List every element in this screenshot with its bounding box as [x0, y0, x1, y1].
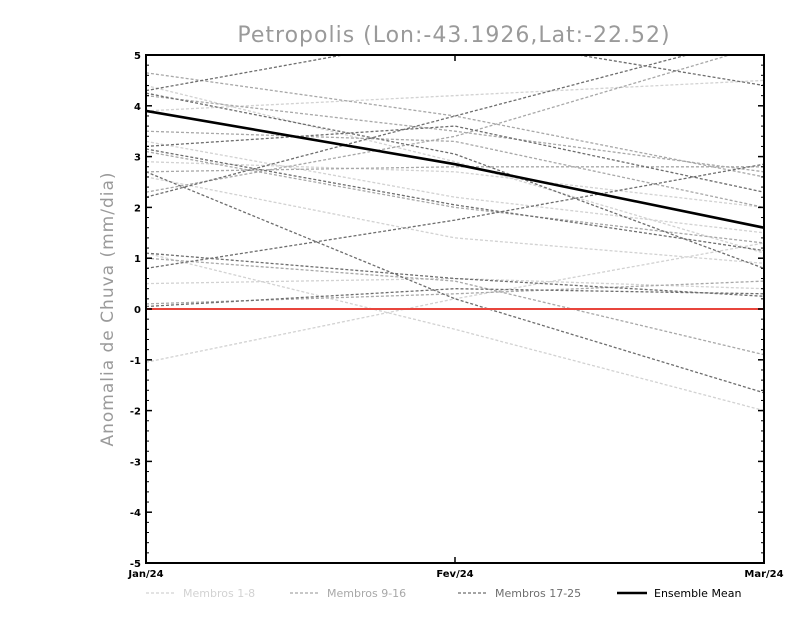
legend-label: Membros 1-8 — [183, 587, 255, 600]
y-tick-label: -5 — [130, 559, 141, 570]
legend-label: Membros 9-16 — [327, 587, 406, 600]
y-tick-label: 0 — [134, 305, 141, 316]
member-line-g3-1 — [146, 55, 764, 92]
y-axis-label: Anomalia de Chuva (mm/dia) — [98, 171, 118, 446]
y-tick-label: 1 — [134, 254, 141, 265]
legend-label: Membros 17-25 — [495, 587, 581, 600]
y-tick-label: 2 — [134, 203, 141, 214]
member-line-g3-3 — [146, 148, 764, 252]
x-axis: Jan/24 Fev/24 Mar/24 — [127, 55, 784, 580]
member-line-g3-6 — [146, 288, 764, 308]
chart-title: Petropolis (Lon:-43.1926,Lat:-22.52) — [237, 23, 670, 48]
y-tick-label: -3 — [130, 457, 141, 468]
x-tick-label: Fev/24 — [436, 569, 473, 580]
member-line-g1-4 — [146, 252, 764, 412]
x-tick-label: Mar/24 — [744, 569, 783, 580]
member-line-g2-2 — [146, 150, 764, 244]
y-tick-label: -1 — [130, 356, 141, 367]
member-line-g2-6 — [146, 130, 764, 209]
member-line-g2-8 — [146, 94, 764, 173]
member-line-g3-5 — [146, 252, 764, 297]
ensemble-members — [146, 55, 764, 412]
y-tick-label: 5 — [134, 51, 141, 62]
ensemble-mean-line — [146, 109, 764, 229]
member-line-g3-4 — [146, 171, 764, 394]
y-tick-label: -4 — [130, 508, 141, 519]
legend-label: Ensemble Mean — [654, 587, 741, 600]
member-line-g3-2 — [146, 125, 764, 193]
member-line-g3-7 — [146, 163, 764, 270]
member-line-g1-1 — [146, 79, 764, 112]
member-line-g1-3 — [146, 176, 764, 264]
member-line-g1-8 — [146, 84, 764, 254]
y-tick-label: -2 — [130, 407, 141, 418]
member-line-g2-1 — [146, 72, 764, 178]
y-tick-label: 3 — [134, 153, 141, 164]
member-line-g1-6 — [146, 242, 764, 363]
member-line-g1-7 — [146, 161, 764, 209]
member-line-g2-5 — [146, 280, 764, 305]
y-tick-label: 4 — [134, 102, 141, 113]
member-line-g1-2 — [146, 140, 764, 234]
ensemble-mean-layer — [146, 109, 764, 229]
member-line-g2-4 — [146, 257, 764, 356]
member-line-g2-3 — [146, 166, 764, 173]
member-line-g3-8 — [146, 55, 690, 198]
x-tick-label: Jan/24 — [127, 569, 163, 580]
legend: Membros 1-8 Membros 9-16 Membros 17-25 Ense… — [146, 587, 741, 600]
member-line-g1-5 — [146, 277, 764, 290]
y-axis: 5 4 3 2 1 0 -1 -2 -3 -4 -5 — [130, 51, 764, 570]
